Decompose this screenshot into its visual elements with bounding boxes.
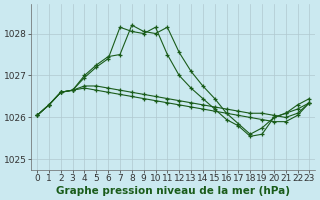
X-axis label: Graphe pression niveau de la mer (hPa): Graphe pression niveau de la mer (hPa) bbox=[56, 186, 290, 196]
